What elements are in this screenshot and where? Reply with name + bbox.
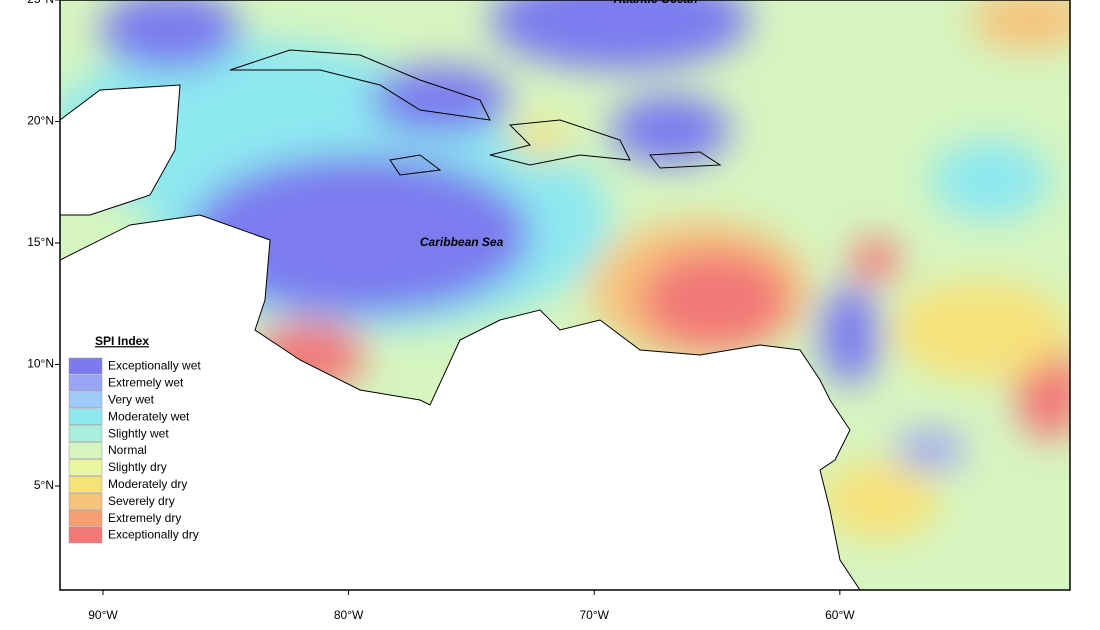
lon-tick-label: 70°W <box>579 608 609 622</box>
legend-swatch <box>68 374 103 392</box>
legend-swatch <box>68 408 103 425</box>
lon-tick-label: 80°W <box>334 608 364 622</box>
lon-tick-label: 90°W <box>88 608 118 622</box>
legend-label: Extremely wet <box>108 376 184 390</box>
island <box>229 49 491 121</box>
spi-field <box>60 0 1070 590</box>
island <box>389 154 442 176</box>
island <box>649 151 722 169</box>
lon-tick-label: 60°W <box>825 608 855 622</box>
legend-swatch <box>68 391 103 409</box>
legend-swatch <box>68 476 103 493</box>
land <box>60 214 861 590</box>
place-label: Atlantic Ocean <box>613 0 698 6</box>
legend-label: Moderately dry <box>108 477 187 491</box>
legend-label: Moderately wet <box>108 409 190 423</box>
legend-label: Severely dry <box>108 494 175 508</box>
legend-swatch <box>68 509 103 527</box>
legend-label: Exceptionally wet <box>108 359 201 373</box>
lat-tick-label: 25°N <box>27 0 54 6</box>
legend-swatch <box>68 357 103 375</box>
legend-swatch <box>68 425 103 442</box>
legend-label: Normal <box>108 443 147 457</box>
legend-title: SPI Index <box>95 334 149 348</box>
island <box>489 119 631 166</box>
legend-label: Exceptionally dry <box>108 528 199 542</box>
lat-tick-label: 20°N <box>27 114 54 128</box>
legend-swatch <box>68 526 103 544</box>
lat-tick-label: 15°N <box>27 235 54 249</box>
legend-label: Extremely dry <box>108 511 181 525</box>
lat-tick-label: 10°N <box>27 357 54 371</box>
map-frame <box>59 0 1071 591</box>
legend-swatch <box>68 459 103 476</box>
legend-label: Slightly wet <box>108 426 169 440</box>
lat-tick-label: 5°N <box>34 478 54 492</box>
legend-swatch <box>68 442 103 459</box>
legend-label: Very wet <box>108 392 155 406</box>
land <box>60 84 181 216</box>
legend-swatch <box>68 492 103 510</box>
legend-label: Slightly dry <box>108 460 167 474</box>
place-label: Caribbean Sea <box>420 235 504 249</box>
